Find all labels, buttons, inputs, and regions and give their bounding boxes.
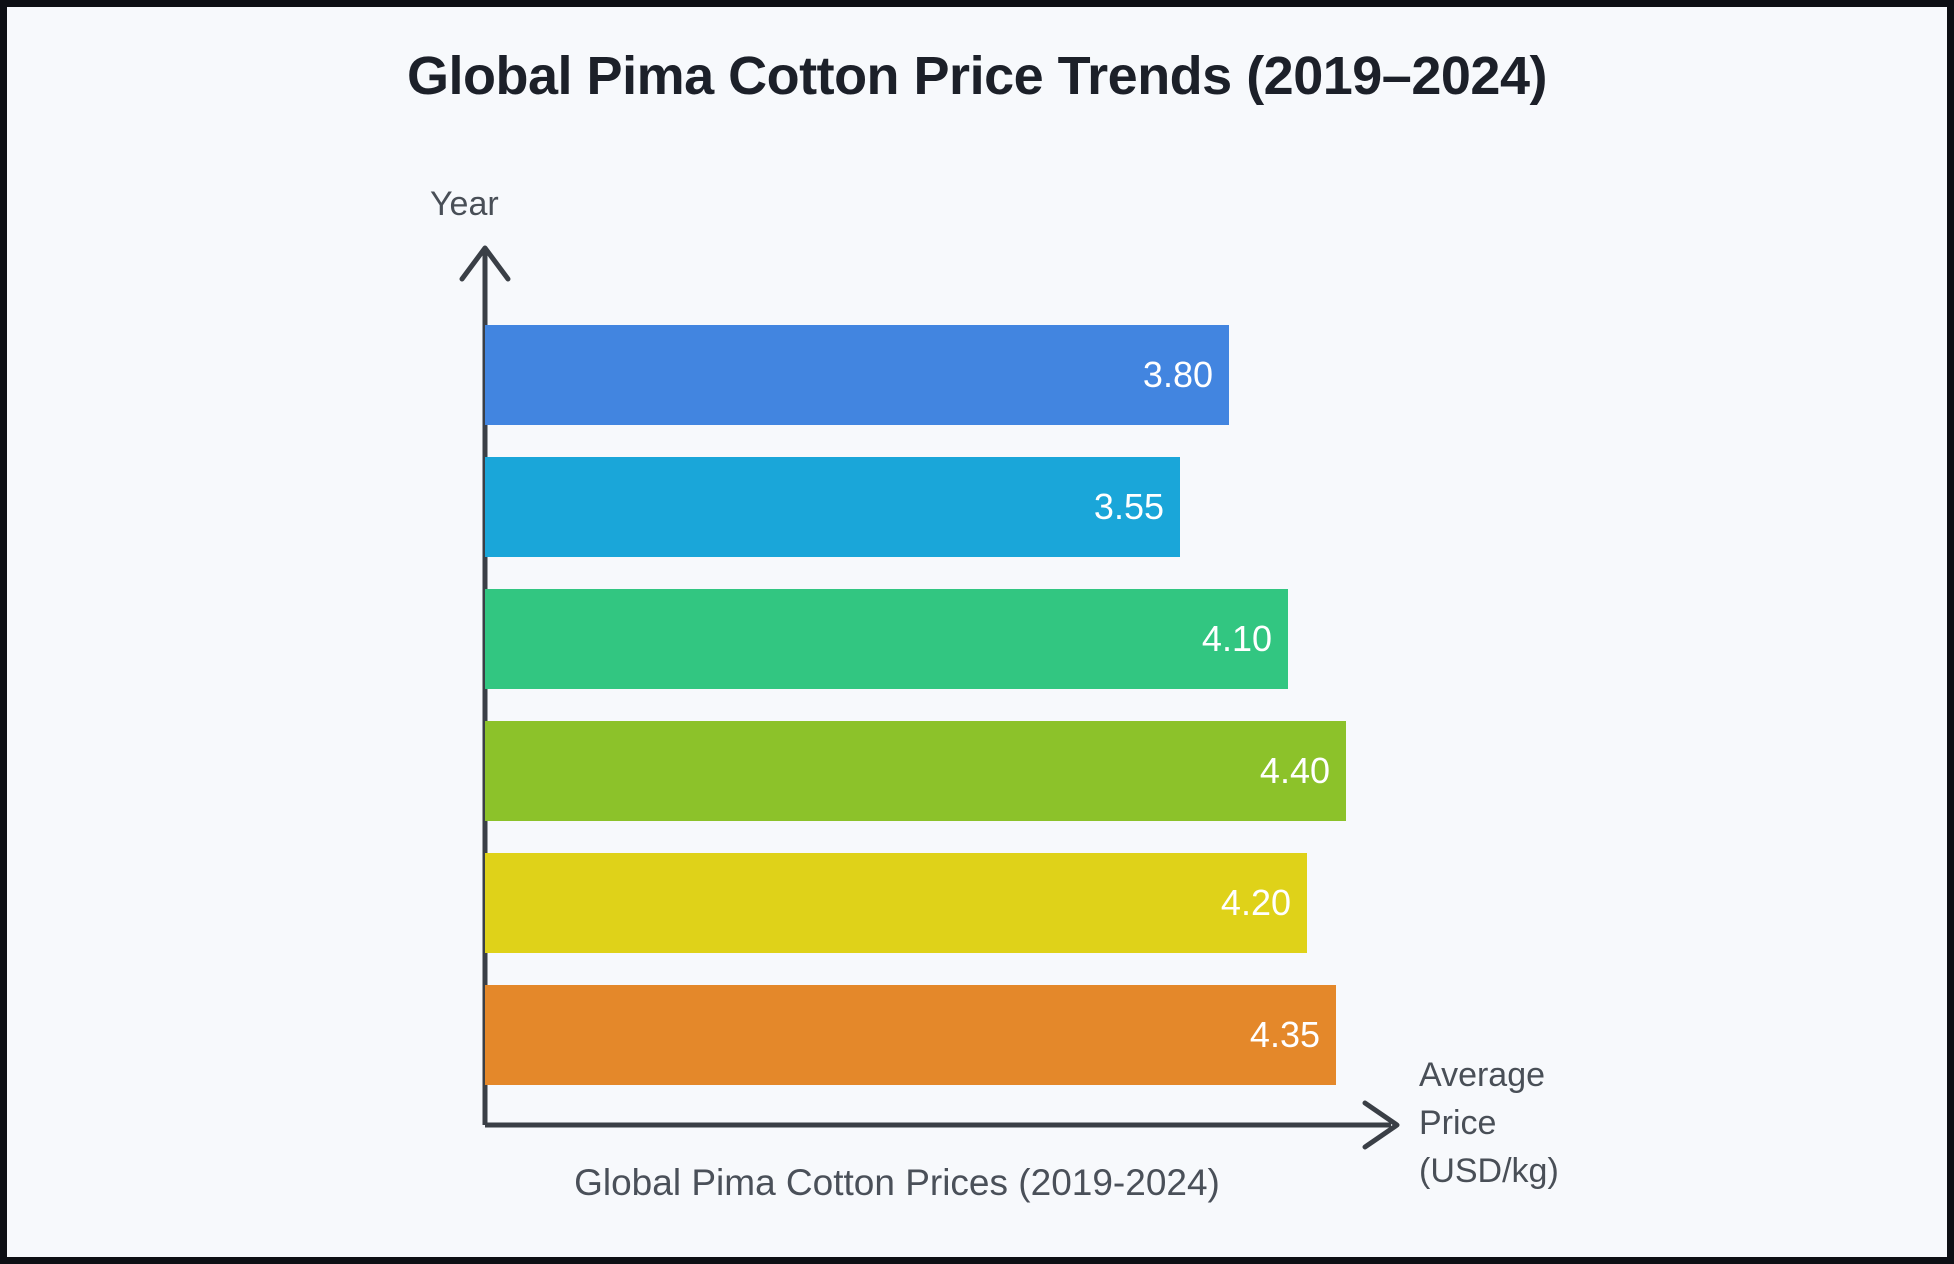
bar-2022[interactable]: 4.40 — [485, 721, 1346, 821]
chart-canvas: Global Pima Cotton Price Trends (2019–20… — [7, 7, 1947, 1257]
bar-2020[interactable]: 3.55 — [485, 457, 1180, 557]
bar-value-label: 4.40 — [1259, 750, 1330, 791]
bar-value-label: 4.20 — [1220, 882, 1291, 923]
chart-caption: Global Pima Cotton Prices (2019-2024) — [574, 1162, 1220, 1203]
x-axis-label-line-3: (USD/kg) — [1419, 1152, 1559, 1190]
plot-area: Year 2019 3.80 — [7, 7, 1947, 1257]
bar-2019[interactable]: 3.80 — [485, 325, 1229, 425]
bar-value-label: 4.35 — [1249, 1014, 1320, 1055]
bar-value-label: 3.55 — [1093, 486, 1164, 527]
bar-2023[interactable]: 4.20 — [485, 853, 1307, 953]
bar-value-label: 4.10 — [1201, 618, 1272, 659]
arrow-right-icon — [485, 1100, 1400, 1150]
x-axis-label-line-2: Price — [1419, 1104, 1497, 1142]
x-axis-label: Average Price (USD/kg) — [1419, 1051, 1679, 1195]
bar-value-label: 3.80 — [1142, 354, 1213, 395]
page-title: Global Pima Cotton Price Trends (2019–20… — [407, 46, 1547, 106]
y-axis-label: Year — [430, 185, 499, 223]
bar-2024[interactable]: 4.35 — [485, 985, 1336, 1085]
bar-2021[interactable]: 4.10 — [485, 589, 1288, 689]
x-axis-label-line-1: Average — [1419, 1056, 1546, 1094]
